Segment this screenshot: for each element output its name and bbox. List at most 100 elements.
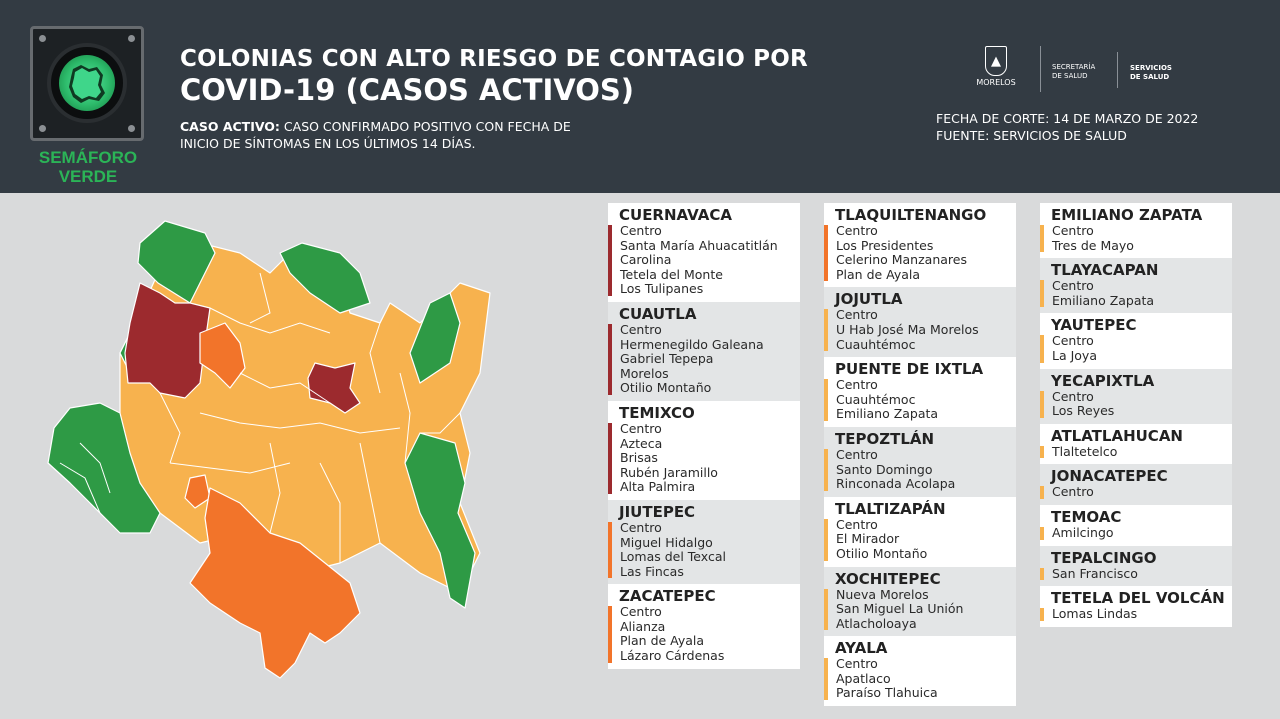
municipal-borders [59,272,461,563]
colonias-list: Centro Cuauhtémoc Emiliano Zapata [824,378,1016,422]
colonia-item: Alta Palmira [620,479,696,495]
semaforo-label-line2: VERDE [58,167,118,186]
colonia-item: Los Reyes [1052,403,1115,419]
municipality-block: AYALA Centro Apatlaco Paraíso Tlahuica [824,636,1016,707]
semaforo-label: SEMÁFORO VERDE [18,148,158,186]
municipality-block: JIUTEPEC Centro Miguel Hidalgo Lomas del Te… [608,499,800,585]
logo-divider [1117,52,1118,88]
colonia-item: Rinconada Acolapa [836,476,956,492]
colonias-list: Centro Hermenegildo Galeana Gabriel Tepepa… [608,321,800,396]
municipality-name: YAUTEPEC [1051,316,1137,335]
colonia-item: Rubén Jaramillo [620,464,718,480]
secretaria-logo-line2: DE SALUD [1052,72,1088,80]
colonia-item: San Francisco [1052,565,1138,581]
risk-bar [1040,526,1044,540]
colonia-item: Centro [836,446,878,462]
green-light-icon [59,55,115,111]
colonia-item: Centro [1052,278,1094,294]
colonia-item: Morelos [620,365,669,381]
colonia-item: Cuauhtémoc [836,391,916,407]
colonia-item: Hermenegildo Galeana [620,336,764,352]
colonia-item: Celerino Manzanares [836,252,967,268]
colonia-item: Centro [620,519,662,535]
colonia-item: Las Fincas [620,563,684,579]
caso-activo-label: CASO ACTIVO: [180,119,280,134]
colonia-item: Cuauhtémoc [836,336,916,352]
map-region-yellow [109,242,491,594]
colonias-list: Centro Los Reyes [1040,388,1232,419]
colonias-list: Centro Los Presidentes Celerino Manzanares… [824,223,1016,282]
colonia-item: Centro [620,604,662,620]
colonia-item: Plan de Ayala [620,633,705,649]
screw-icon [128,35,135,42]
title-line2: COVID-19 (CASOS ACTIVOS) [180,73,635,107]
municipality-block: JONACATEPEC Centro [1040,464,1232,505]
municipality-name: JONACATEPEC [1051,467,1168,486]
colonia-item: Azteca [620,435,663,451]
colonia-item: Centro [836,656,878,672]
semaforo-label-line1: SEMÁFORO [38,148,138,167]
risk-bar [1040,486,1044,499]
colonias-list: Centro Apatlaco Paraíso Tlahuica [824,656,1016,701]
municipality-block: ZACATEPEC Centro Alianza Plan de Ayala Lázar… [608,584,800,669]
colonia-item: Centro [1052,388,1094,404]
colonia-item: Plan de Ayala [836,266,921,282]
municipality-block: TEPALCINGO San Francisco [1040,545,1232,587]
colonias-list: Lomas Lindas [1040,606,1232,622]
municipality-block: TLALTIZAPÁN Centro El Mirador Otilio Montañ… [824,496,1016,567]
morelos-silhouette-icon [69,65,105,103]
map-region-green-east-2 [404,432,476,609]
risk-bar [608,323,612,395]
risk-bar [824,379,828,421]
colonias-list: Centro [1040,485,1232,500]
municipality-name: TEPOZTLÁN [835,429,935,448]
municipality-name: TLAQUILTENANGO [835,206,987,224]
colonia-item: Tres de Mayo [1052,237,1134,253]
municipality-name: PUENTE DE IXTLA [835,360,984,379]
municipality-name: XOCHITEPEC [835,569,941,588]
municipality-block: YECAPIXTLA Centro Los Reyes [1040,368,1232,424]
risk-bar [608,521,612,579]
municipality-name: CUERNAVACA [619,206,732,224]
colonia-item: Los Tulipanes [620,281,704,297]
colonias-list: Tlaltetelco [1040,444,1232,460]
column-2: TLAQUILTENANGO Centro Los Presidentes Celer… [824,203,1016,707]
colonia-item: Santo Domingo [836,461,933,477]
risk-bar [1040,608,1044,621]
colonias-list: Centro Emiliano Zapata [1040,278,1232,308]
colonias-list: Centro Tres de Mayo [1040,223,1232,253]
risk-bar [1040,225,1044,253]
risk-bar [1040,445,1044,459]
colonia-item: Centro [620,223,662,238]
municipality-name: JIUTEPEC [619,502,696,521]
map-region-red-center [307,362,361,414]
colonia-item: Amilcingo [1052,524,1114,540]
colonias-list: Centro Azteca Brisas Rubén Jaramillo Alta Pa… [608,421,800,495]
municipality-block: ATLATLAHUCAN Tlaltetelco [1040,423,1232,465]
colonia-item: Apatlaco [836,670,891,686]
risk-bar [1040,335,1044,363]
map-region-orange-south [189,487,361,679]
colonia-item: Alianza [620,618,666,634]
screw-icon [128,125,135,132]
municipality-block: EMILIANO ZAPATA Centro Tres de Mayo [1040,203,1232,259]
colonia-item: Miguel Hidalgo [620,534,713,550]
municipality-block: XOCHITEPEC Nueva Morelos San Miguel La Uni… [824,566,1016,637]
secretaria-logo-line1: SECRETARÍA [1052,63,1096,71]
risk-bar [1040,567,1044,581]
caso-activo-text2: INICIO DE SÍNTOMAS EN LOS ÚLTIMOS 14 DÍA… [180,136,476,151]
header-banner: SEMÁFORO VERDE COLONIAS CON ALTO RIESGO … [0,0,1280,193]
municipality-name: ATLATLAHUCAN [1051,426,1183,445]
municipality-block: JOJUTLA Centro U Hab José Ma Morelos Cuauht… [824,287,1016,358]
risk-bar [824,309,828,352]
colonia-item: Centro [620,321,662,337]
morelos-logo: ▲ MORELOS [972,46,1020,87]
municipality-block: TEPOZTLÁN Centro Santo Domingo Rinconada Ac… [824,426,1016,497]
risk-bar [824,588,828,631]
map-region-orange-north [199,322,246,389]
colonia-item: Lomas Lindas [1052,606,1138,622]
colonias-list: Amilcingo [1040,524,1232,541]
screw-icon [39,35,46,42]
colonia-item: Emiliano Zapata [836,406,939,422]
municipality-name: TEMOAC [1051,507,1122,526]
